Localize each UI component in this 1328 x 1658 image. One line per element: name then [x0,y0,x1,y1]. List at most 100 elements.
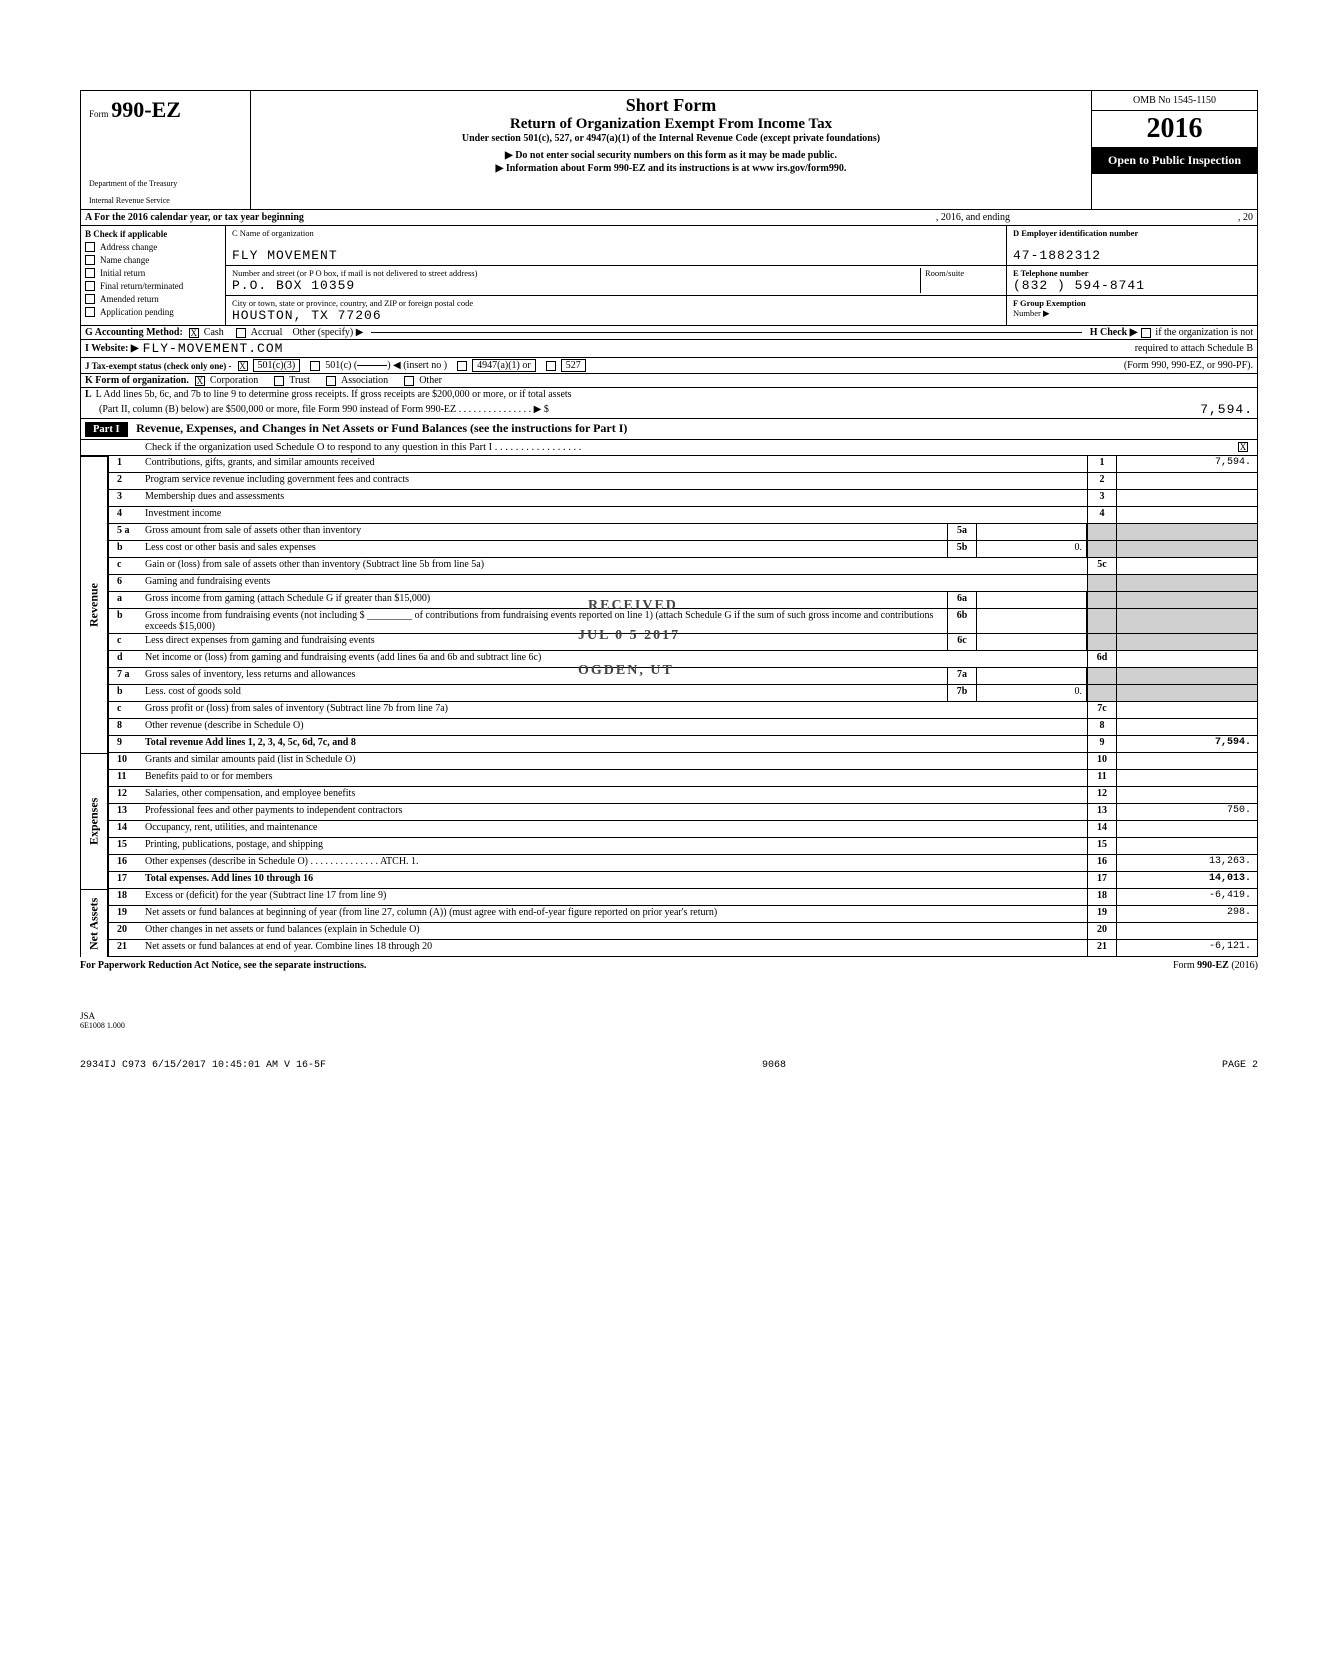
chk-pending[interactable]: Application pending [85,307,221,317]
line-desc: Total revenue Add lines 1, 2, 3, 4, 5c, … [143,736,1087,752]
line-number: 2 [109,473,143,489]
right-val-shaded [1117,668,1257,684]
side-expenses: Expenses [80,753,108,889]
line-desc: Other expenses (describe in Schedule O) … [143,855,1087,871]
line-desc: Printing, publications, postage, and shi… [143,838,1087,854]
mid-num: 5a [947,524,977,540]
chk-part1[interactable]: X [1238,442,1248,452]
chk-name[interactable]: Name change [85,255,221,265]
note-info: ▶ Information about Form 990-EZ and its … [261,163,1081,174]
line-number: d [109,651,143,667]
bottom-line: 2934IJ C973 6/15/2017 10:45:01 AM V 16-5… [80,1060,1258,1071]
line-number: 18 [109,889,143,905]
line-desc: Contributions, gifts, grants, and simila… [143,456,1087,472]
right-val [1117,753,1257,769]
line-row: 10Grants and similar amounts paid (list … [108,753,1258,770]
line-row: bGross income from fundraising events (n… [108,609,1258,634]
line-desc: Less cost or other basis and sales expen… [143,541,947,557]
mid-num: 6a [947,592,977,608]
line-number: 13 [109,804,143,820]
mid-num: 7b [947,685,977,701]
org-city: HOUSTON, TX 77206 [232,308,1000,323]
line-number: 3 [109,490,143,506]
mid-val [977,668,1087,684]
bottom-stamp: 2934IJ C973 6/15/2017 10:45:01 AM V 16-5… [80,1060,326,1071]
right-num: 15 [1087,838,1117,854]
right-num: 3 [1087,490,1117,506]
chk-final[interactable]: Final return/terminated [85,281,221,291]
line-row: 20Other changes in net assets or fund ba… [108,923,1258,940]
line-a-mid: , 2016, and ending [932,210,1014,225]
right-val [1117,473,1257,489]
d-label: D Employer identification number [1013,228,1251,238]
line-desc: Gross amount from sale of assets other t… [143,524,947,540]
line-desc: Less direct expenses from gaming and fun… [143,634,947,650]
chk-527[interactable] [546,361,556,371]
chk-corp[interactable]: X [195,376,205,386]
bottom-mid: 9068 [762,1060,786,1071]
netassets-block: Net Assets 18Excess or (deficit) for the… [80,889,1258,957]
line-desc: Benefits paid to or for members [143,770,1087,786]
footer-left: For Paperwork Reduction Act Notice, see … [80,960,366,971]
c-name-label: C Name of organization [232,228,1000,238]
line-number: 11 [109,770,143,786]
chk-501c[interactable] [310,361,320,371]
right-val [1117,787,1257,803]
website: FLY-MOVEMENT.COM [143,341,284,356]
mid-num: 6c [947,634,977,650]
title-return: Return of Organization Exempt From Incom… [261,116,1081,133]
title-under: Under section 501(c), 527, or 4947(a)(1)… [261,133,1081,144]
mid-val [977,524,1087,540]
chk-cash[interactable]: X [189,328,199,338]
chk-amended[interactable]: Amended return [85,294,221,304]
right-val [1117,838,1257,854]
b-header: B Check if applicable [85,229,221,239]
c-city-label: City or town, state or province, country… [232,298,1000,308]
jsa-code: 6E1008 1.000 [80,1021,1258,1030]
line-desc: Excess or (deficit) for the year (Subtra… [143,889,1087,905]
line-number: 16 [109,855,143,871]
right-val: 298. [1117,906,1257,922]
line-i: I Website: ▶ FLY-MOVEMENT.COM required t… [80,340,1258,358]
right-num: 16 [1087,855,1117,871]
line-row: cLess direct expenses from gaming and fu… [108,634,1258,651]
line-number: 19 [109,906,143,922]
chk-assoc[interactable] [326,376,336,386]
f-label2: Number ▶ [1013,308,1251,319]
right-val-shaded [1117,685,1257,701]
jsa: JSA [80,1011,1258,1021]
chk-address[interactable]: Address change [85,242,221,252]
right-val-shaded [1117,609,1257,633]
chk-4947[interactable] [457,361,467,371]
footer-right: Form 990-EZ (2016) [1173,960,1258,971]
right-num: 17 [1087,872,1117,888]
line-number: a [109,592,143,608]
line-desc: Net income or (loss) from gaming and fun… [143,651,1087,667]
f-label: F Group Exemption [1013,298,1251,308]
right-num-shaded [1087,609,1117,633]
side-netassets: Net Assets [80,889,108,957]
right-header: OMB No 1545-1150 2016 Open to Public Ins… [1092,91,1257,209]
chk-initial[interactable]: Initial return [85,268,221,278]
line-row: 21Net assets or fund balances at end of … [108,940,1258,957]
mid-val [977,592,1087,608]
chk-accrual[interactable] [236,328,246,338]
right-val [1117,719,1257,735]
line-row: dNet income or (loss) from gaming and fu… [108,651,1258,668]
right-val-shaded [1117,592,1257,608]
line-desc: Gross income from fundraising events (no… [143,609,947,633]
line-number: 5 a [109,524,143,540]
chk-501c3[interactable]: X [238,361,248,371]
line-row: 9Total revenue Add lines 1, 2, 3, 4, 5c,… [108,736,1258,753]
right-num: 1 [1087,456,1117,472]
chk-other[interactable] [404,376,414,386]
mid-val [977,634,1087,650]
line-row: 6Gaming and fundraising events [108,575,1258,592]
line-row: 19Net assets or fund balances at beginni… [108,906,1258,923]
right-num: 20 [1087,923,1117,939]
line-number: 12 [109,787,143,803]
line-desc: Investment income [143,507,1087,523]
chk-h[interactable] [1141,328,1151,338]
org-addr: P.O. BOX 10359 [232,278,920,293]
chk-trust[interactable] [274,376,284,386]
